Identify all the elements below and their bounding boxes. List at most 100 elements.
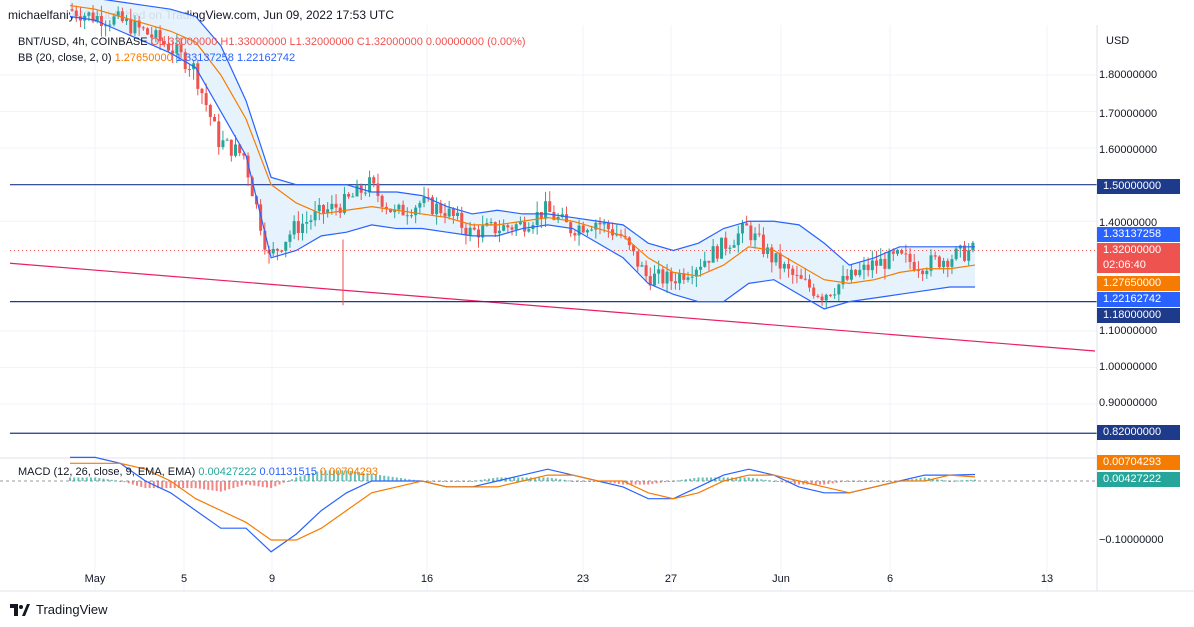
- macd-histogram-bar: [165, 481, 168, 489]
- candle-body: [707, 260, 711, 263]
- macd-histogram-bar: [923, 477, 926, 481]
- bb-label: BB (20, close, 2, 0): [18, 52, 112, 64]
- footer[interactable]: TradingView: [10, 602, 108, 617]
- bollinger-fill: [70, 0, 975, 309]
- candle-body: [146, 28, 150, 35]
- macd-line: [70, 456, 976, 553]
- candle-body: [640, 265, 644, 267]
- date-label: 9: [268, 573, 276, 585]
- candle-body: [950, 259, 954, 267]
- candle-body: [380, 195, 384, 207]
- macd-histogram-bar: [936, 479, 939, 481]
- macd-histogram-bar: [676, 480, 679, 482]
- candle-body: [933, 255, 937, 257]
- candle-body: [678, 273, 682, 284]
- macd-histogram-bar: [395, 477, 398, 481]
- macd-histogram-bar: [328, 470, 331, 481]
- axis-tick: 1.60000000: [1099, 144, 1158, 156]
- date-label: 27: [664, 573, 678, 585]
- candle-body: [435, 203, 439, 215]
- candle-body: [782, 263, 786, 269]
- macd-histogram-bar: [538, 477, 541, 481]
- macd-histogram-bar: [814, 481, 817, 485]
- candle-body: [263, 230, 267, 250]
- candle-body: [430, 197, 434, 215]
- macd-histogram-bar: [655, 481, 658, 484]
- candle-body: [552, 212, 556, 220]
- macd-histogram-bar: [253, 481, 256, 486]
- candle-body: [602, 222, 606, 225]
- macd-histogram-bar: [454, 481, 457, 482]
- current-price: 1.32000000: [1103, 244, 1162, 256]
- candle-body: [141, 27, 145, 29]
- price-grid: [0, 25, 1097, 591]
- axis-tick: 1.70000000: [1099, 108, 1158, 120]
- macd-histogram-bar: [186, 481, 189, 489]
- macd-histogram-bar: [726, 477, 729, 481]
- candle-body: [233, 144, 237, 156]
- bollinger-lines: [69, 0, 976, 310]
- macd-histogram-bar: [274, 481, 277, 487]
- candle-body: [401, 204, 405, 216]
- candle-body: [116, 11, 120, 17]
- candle-body: [426, 197, 430, 199]
- macd-histogram-bar: [768, 480, 771, 482]
- candle-body: [393, 209, 397, 213]
- candle-body: [837, 284, 841, 295]
- candle-body: [489, 222, 493, 224]
- macd-histogram-bar: [374, 474, 377, 481]
- macd-histogram-bar: [798, 481, 801, 485]
- candle-body: [766, 247, 770, 254]
- macd-histogram-bar: [772, 481, 775, 482]
- macd-signal-value: 0.00704293: [319, 466, 379, 478]
- candle-body: [770, 247, 774, 263]
- symbol-name: BNT/USD, 4h, COINBASE: [18, 36, 148, 48]
- macd-histogram-bar: [844, 481, 847, 482]
- candle-body: [585, 230, 589, 233]
- candle-body: [502, 225, 506, 231]
- macd-histogram-bar: [236, 481, 239, 487]
- candle-body: [368, 177, 372, 193]
- date-label: Jun: [772, 573, 790, 585]
- candle-body: [736, 233, 740, 246]
- candle-body: [372, 177, 376, 184]
- macd-histogram-bar: [571, 481, 574, 482]
- macd-histogram-bar: [697, 477, 700, 481]
- macd-histogram-bar: [634, 481, 637, 485]
- candle-body: [862, 264, 866, 270]
- candle-body: [694, 269, 698, 277]
- macd-histogram-bar: [521, 477, 524, 481]
- macd-histogram-bar: [777, 481, 780, 482]
- macd-histogram-bar: [760, 479, 763, 481]
- macd-histogram-bar: [668, 481, 671, 482]
- macd-histogram-bar: [148, 481, 151, 489]
- candle-body: [703, 260, 707, 267]
- macd-histogram-bar: [211, 481, 214, 491]
- macd-histogram-bar: [856, 481, 859, 482]
- candle-body: [213, 116, 217, 122]
- candle-body: [447, 208, 451, 217]
- macd-line-value: 0.01131515: [259, 466, 317, 478]
- macd-histogram-bar: [94, 477, 97, 481]
- candle-body: [179, 44, 183, 53]
- macd-histogram-bar: [119, 481, 122, 482]
- candle-body: [112, 16, 116, 25]
- candle-body: [271, 248, 275, 254]
- candle-body: [891, 251, 895, 254]
- macd-histogram-bar: [525, 477, 528, 481]
- macd-histogram-bar: [450, 481, 453, 482]
- candle-body: [334, 203, 338, 208]
- candle-body: [665, 271, 669, 284]
- macd-histogram-bar: [705, 477, 708, 481]
- macd-histogram-bar: [228, 481, 231, 490]
- macd-histogram-bar: [663, 481, 666, 483]
- bb-lower-value: 1.22162742: [236, 52, 296, 64]
- currency-label: USD: [1106, 35, 1130, 47]
- candle-body: [845, 275, 849, 280]
- candle-body: [317, 204, 321, 212]
- candle-body: [539, 212, 543, 219]
- macd-histogram-bar: [965, 480, 968, 482]
- candle-body: [594, 222, 598, 230]
- macd-histogram-bar: [735, 477, 738, 481]
